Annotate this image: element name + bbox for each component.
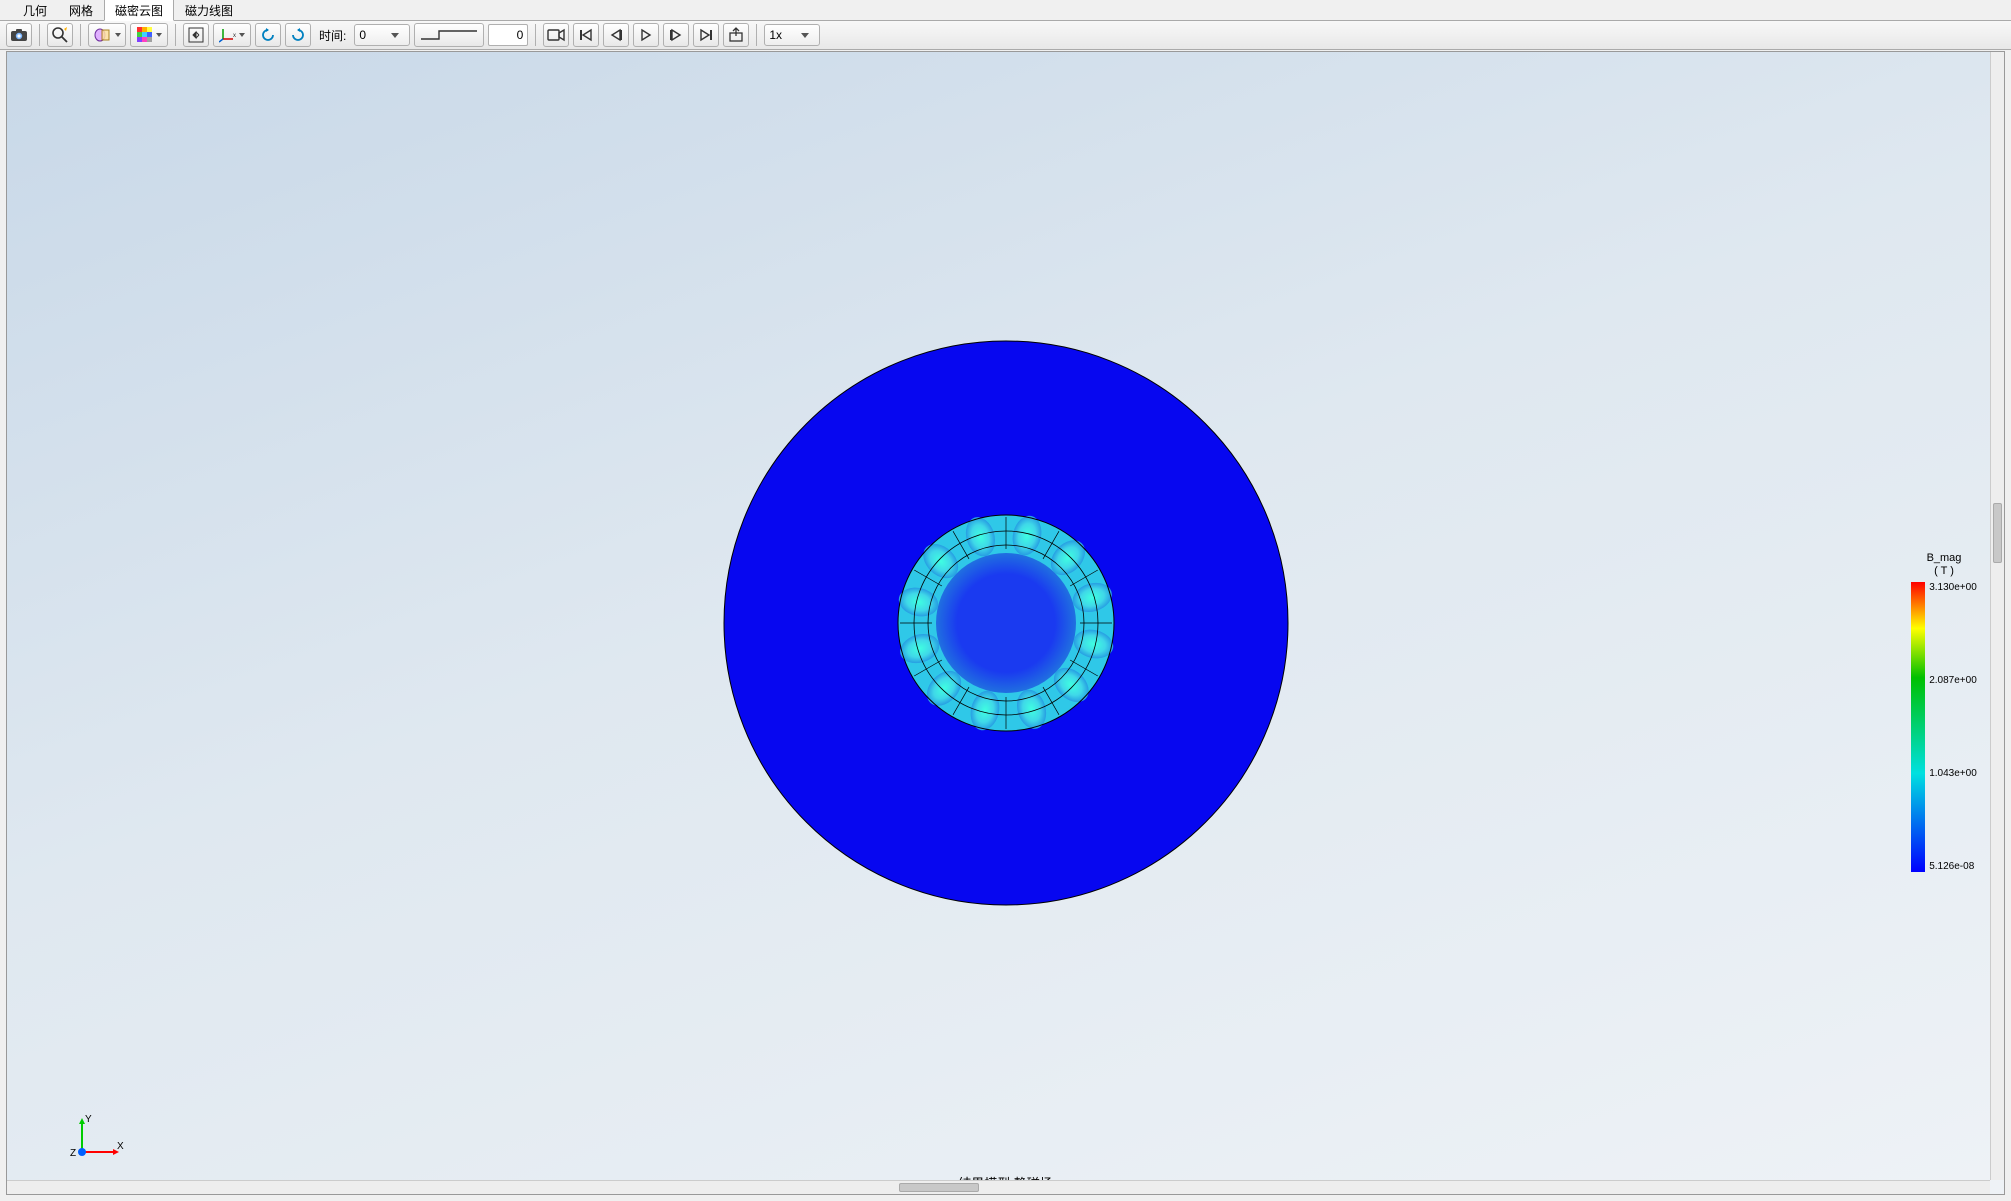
screenshot-button[interactable] (6, 23, 32, 47)
next-frame-button[interactable] (663, 23, 689, 47)
axis-orientation-dropdown[interactable]: x (213, 23, 251, 47)
first-frame-button[interactable] (573, 23, 599, 47)
zoom-auto-button[interactable] (47, 23, 73, 47)
tab-mesh[interactable]: 网格 (58, 0, 104, 20)
legend-label-max: 3.130e+00 (1929, 582, 1977, 593)
time-label: 时间: (319, 27, 346, 44)
svg-text:x: x (233, 33, 236, 39)
playback-speed-select[interactable]: 1x (764, 24, 820, 46)
frame-input[interactable] (488, 24, 528, 46)
fit-view-button[interactable] (183, 23, 209, 47)
prev-frame-button[interactable] (603, 23, 629, 47)
result-viewport[interactable]: B_mag ( T ) (6, 51, 2005, 1195)
svg-text:Y: Y (85, 1114, 92, 1125)
rotate-ccw-button[interactable] (255, 23, 281, 47)
waveform-button[interactable] (414, 23, 484, 47)
tab-flux-lines[interactable]: 磁力线图 (174, 0, 244, 20)
axis-triad-icon: Y X Z (67, 1114, 127, 1164)
legend-label-1: 1.043e+00 (1929, 768, 1977, 779)
time-select[interactable]: 0 (354, 24, 410, 46)
colormap-dropdown[interactable] (130, 23, 168, 47)
svg-text:Z: Z (70, 1148, 76, 1159)
play-button[interactable] (633, 23, 659, 47)
legend-label-min: 5.126e-08 (1929, 861, 1977, 872)
record-button[interactable] (543, 23, 569, 47)
color-legend: B_mag ( T ) (1904, 552, 1984, 872)
horizontal-scrollbar[interactable] (7, 1180, 1990, 1194)
rotate-cw-button[interactable] (285, 23, 311, 47)
last-frame-button[interactable] (693, 23, 719, 47)
legend-colorbar (1911, 582, 1925, 872)
viewport-toolbar: x 时间: 0 (0, 20, 2011, 50)
tab-flux-density-cloud[interactable]: 磁密云图 (104, 0, 174, 21)
flux-density-contour-plot (706, 323, 1306, 923)
vertical-scrollbar[interactable] (1990, 52, 2004, 1180)
legend-title: B_mag ( T ) (1927, 552, 1962, 578)
result-tabs: 几何 网格 磁密云图 磁力线图 (0, 0, 2011, 20)
export-animation-button[interactable] (723, 23, 749, 47)
tab-geometry[interactable]: 几何 (12, 0, 58, 20)
legend-labels: 3.130e+00 2.087e+00 1.043e+00 5.126e-08 (1929, 582, 1977, 872)
clip-plane-dropdown[interactable] (88, 23, 126, 47)
svg-text:X: X (117, 1141, 124, 1152)
legend-label-2: 2.087e+00 (1929, 675, 1977, 686)
